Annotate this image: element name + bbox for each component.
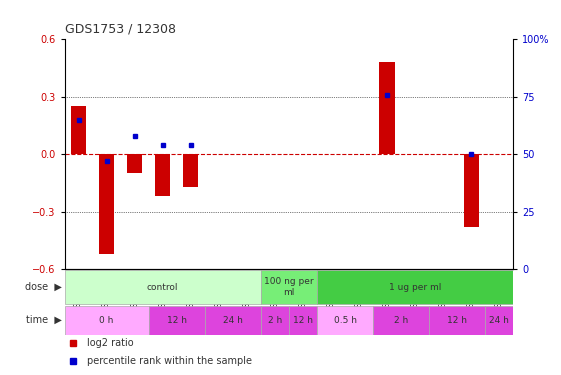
Text: 100 ng per
ml: 100 ng per ml bbox=[264, 278, 314, 297]
Text: log2 ratio: log2 ratio bbox=[87, 338, 134, 348]
Text: 2 h: 2 h bbox=[268, 316, 282, 325]
Bar bbox=[317, 306, 373, 334]
Text: 1 ug per ml: 1 ug per ml bbox=[389, 283, 442, 292]
Text: dose  ▶: dose ▶ bbox=[25, 282, 62, 292]
Bar bbox=[373, 306, 429, 334]
Text: time  ▶: time ▶ bbox=[26, 315, 62, 325]
Bar bbox=[485, 306, 513, 334]
Bar bbox=[463, 154, 479, 227]
Bar bbox=[99, 154, 114, 254]
Text: 24 h: 24 h bbox=[489, 316, 509, 325]
Text: 12 h: 12 h bbox=[447, 316, 467, 325]
Bar bbox=[155, 154, 171, 196]
Bar bbox=[317, 270, 513, 304]
Bar bbox=[65, 306, 149, 334]
Bar bbox=[429, 306, 485, 334]
Bar bbox=[205, 306, 261, 334]
Text: 12 h: 12 h bbox=[167, 316, 187, 325]
Text: 2 h: 2 h bbox=[394, 316, 408, 325]
Text: 12 h: 12 h bbox=[293, 316, 313, 325]
Bar bbox=[65, 270, 261, 304]
Text: 24 h: 24 h bbox=[223, 316, 243, 325]
Bar bbox=[71, 106, 86, 154]
Bar bbox=[127, 154, 142, 173]
Bar bbox=[183, 154, 199, 187]
Bar bbox=[149, 306, 205, 334]
Text: percentile rank within the sample: percentile rank within the sample bbox=[87, 356, 252, 366]
Bar bbox=[261, 270, 317, 304]
Text: control: control bbox=[147, 283, 178, 292]
Text: 0 h: 0 h bbox=[99, 316, 114, 325]
Bar bbox=[261, 306, 289, 334]
Text: 0.5 h: 0.5 h bbox=[334, 316, 356, 325]
Bar bbox=[289, 306, 317, 334]
Bar bbox=[379, 62, 395, 154]
Text: GDS1753 / 12308: GDS1753 / 12308 bbox=[65, 22, 176, 36]
